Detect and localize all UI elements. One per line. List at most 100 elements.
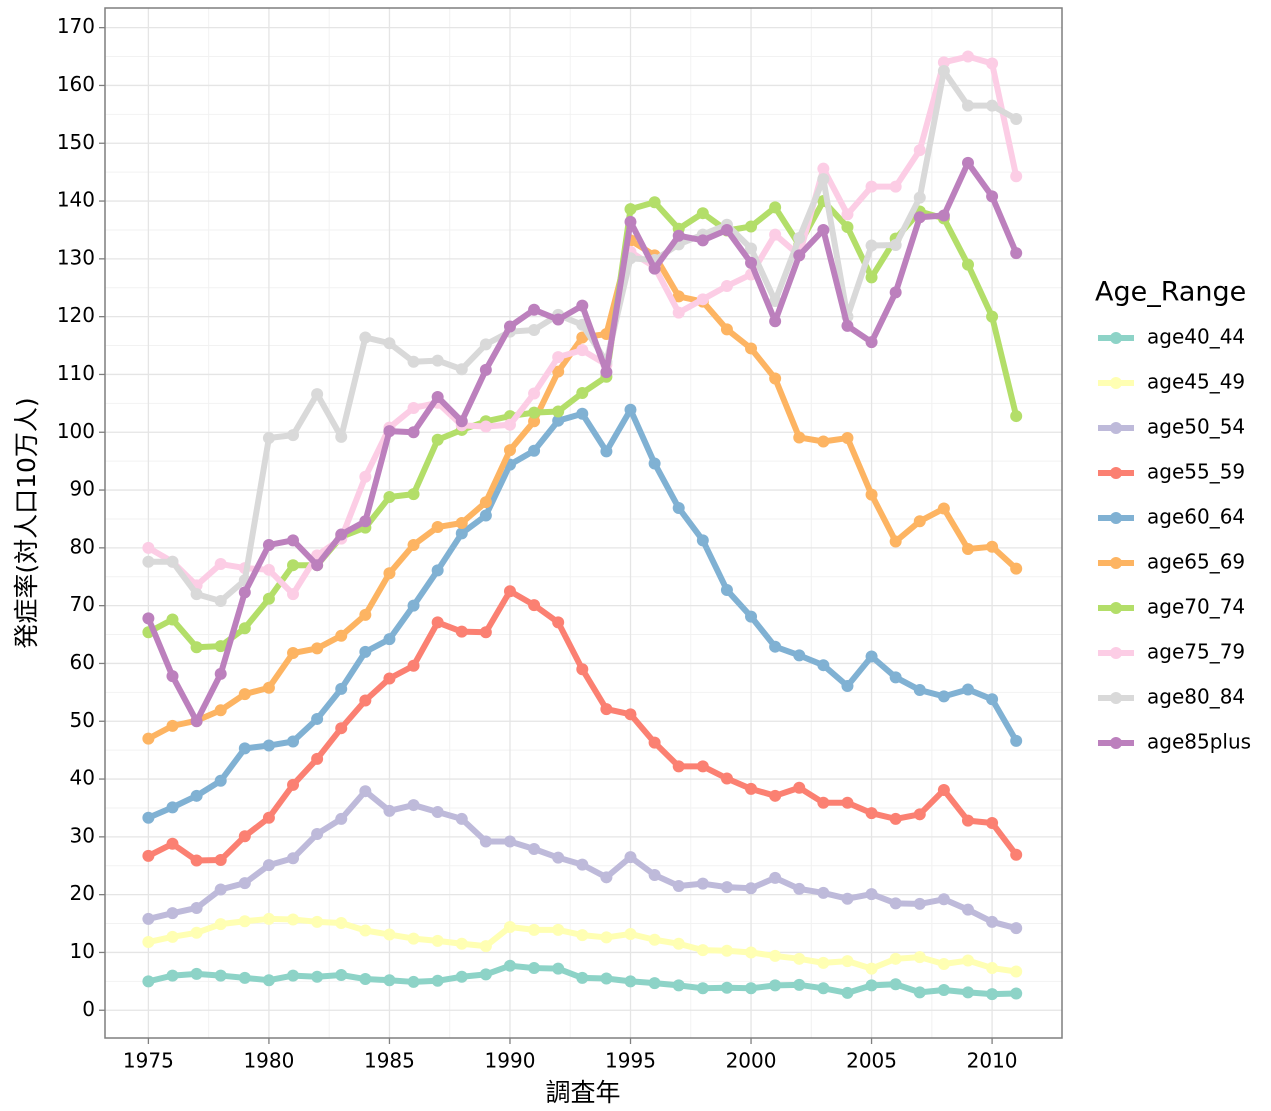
data-point xyxy=(937,65,950,78)
legend-label: age50_54 xyxy=(1147,415,1245,439)
data-point xyxy=(214,558,227,571)
data-point xyxy=(769,789,782,802)
data-point xyxy=(841,986,854,999)
data-point xyxy=(865,180,878,193)
data-point xyxy=(841,432,854,445)
data-point xyxy=(769,228,782,241)
data-point xyxy=(793,249,806,262)
data-point xyxy=(576,663,589,676)
data-point xyxy=(769,949,782,962)
data-point xyxy=(311,388,324,401)
data-point xyxy=(166,907,179,920)
data-point xyxy=(817,796,830,809)
data-point xyxy=(431,974,444,987)
data-point xyxy=(865,962,878,975)
data-point xyxy=(528,387,541,400)
x-axis-title: 調査年 xyxy=(545,1078,620,1107)
data-point xyxy=(600,871,613,884)
data-point xyxy=(166,930,179,943)
legend-title: Age_Range xyxy=(1095,277,1246,308)
data-point xyxy=(552,616,565,629)
data-point xyxy=(311,827,324,840)
data-point xyxy=(238,688,251,701)
data-point xyxy=(552,851,565,864)
data-point xyxy=(696,877,709,890)
data-point xyxy=(745,256,758,269)
legend-marker xyxy=(1110,602,1122,614)
data-point xyxy=(383,633,396,646)
data-point xyxy=(479,940,492,953)
data-point xyxy=(865,807,878,820)
data-point xyxy=(793,431,806,444)
data-point xyxy=(455,363,468,376)
data-point xyxy=(769,640,782,653)
data-point xyxy=(745,342,758,355)
data-point xyxy=(407,488,420,501)
data-point xyxy=(600,703,613,716)
data-point xyxy=(913,986,926,999)
data-point xyxy=(986,57,999,70)
y-tick-label: 140 xyxy=(57,188,95,212)
data-point xyxy=(190,854,203,867)
data-point xyxy=(238,971,251,984)
data-point xyxy=(287,778,300,791)
legend-marker xyxy=(1110,332,1122,344)
data-point xyxy=(793,882,806,895)
data-point xyxy=(913,191,926,204)
data-point xyxy=(672,306,685,319)
data-point xyxy=(672,760,685,773)
data-point xyxy=(841,221,854,234)
data-point xyxy=(576,971,589,984)
data-point xyxy=(383,490,396,503)
data-point xyxy=(142,555,155,568)
data-point xyxy=(190,588,203,601)
data-point xyxy=(745,882,758,895)
data-point xyxy=(793,978,806,991)
data-point xyxy=(262,432,275,445)
data-point xyxy=(311,642,324,655)
data-point xyxy=(431,564,444,577)
data-point xyxy=(287,969,300,982)
data-point xyxy=(648,196,661,209)
data-point xyxy=(262,592,275,605)
data-point xyxy=(407,355,420,368)
data-point xyxy=(889,180,902,193)
data-point xyxy=(503,418,516,431)
data-point xyxy=(238,586,251,599)
data-point xyxy=(479,626,492,639)
data-point xyxy=(287,429,300,442)
data-point xyxy=(986,988,999,1001)
data-point xyxy=(793,952,806,965)
data-point xyxy=(359,331,372,344)
data-point xyxy=(624,203,637,216)
data-point xyxy=(913,951,926,964)
data-point xyxy=(841,208,854,221)
y-tick-label: 10 xyxy=(70,939,95,963)
data-point xyxy=(503,444,516,457)
data-point xyxy=(552,962,565,975)
data-point xyxy=(937,209,950,222)
data-point xyxy=(479,835,492,848)
data-point xyxy=(793,649,806,662)
data-point xyxy=(889,286,902,299)
data-point xyxy=(624,927,637,940)
data-point xyxy=(287,735,300,748)
data-point xyxy=(745,242,758,255)
data-point xyxy=(528,406,541,419)
data-point xyxy=(142,912,155,925)
data-point xyxy=(576,407,589,420)
data-point xyxy=(672,501,685,514)
data-point xyxy=(961,683,974,696)
data-point xyxy=(528,962,541,975)
legend-marker xyxy=(1110,692,1122,704)
data-point xyxy=(407,975,420,988)
data-point xyxy=(913,211,926,224)
data-point xyxy=(431,354,444,367)
data-point xyxy=(528,303,541,316)
data-point xyxy=(407,426,420,439)
data-point xyxy=(383,928,396,941)
data-point xyxy=(986,540,999,553)
data-point xyxy=(817,162,830,175)
y-tick-label: 60 xyxy=(70,650,95,674)
data-point xyxy=(455,970,468,983)
